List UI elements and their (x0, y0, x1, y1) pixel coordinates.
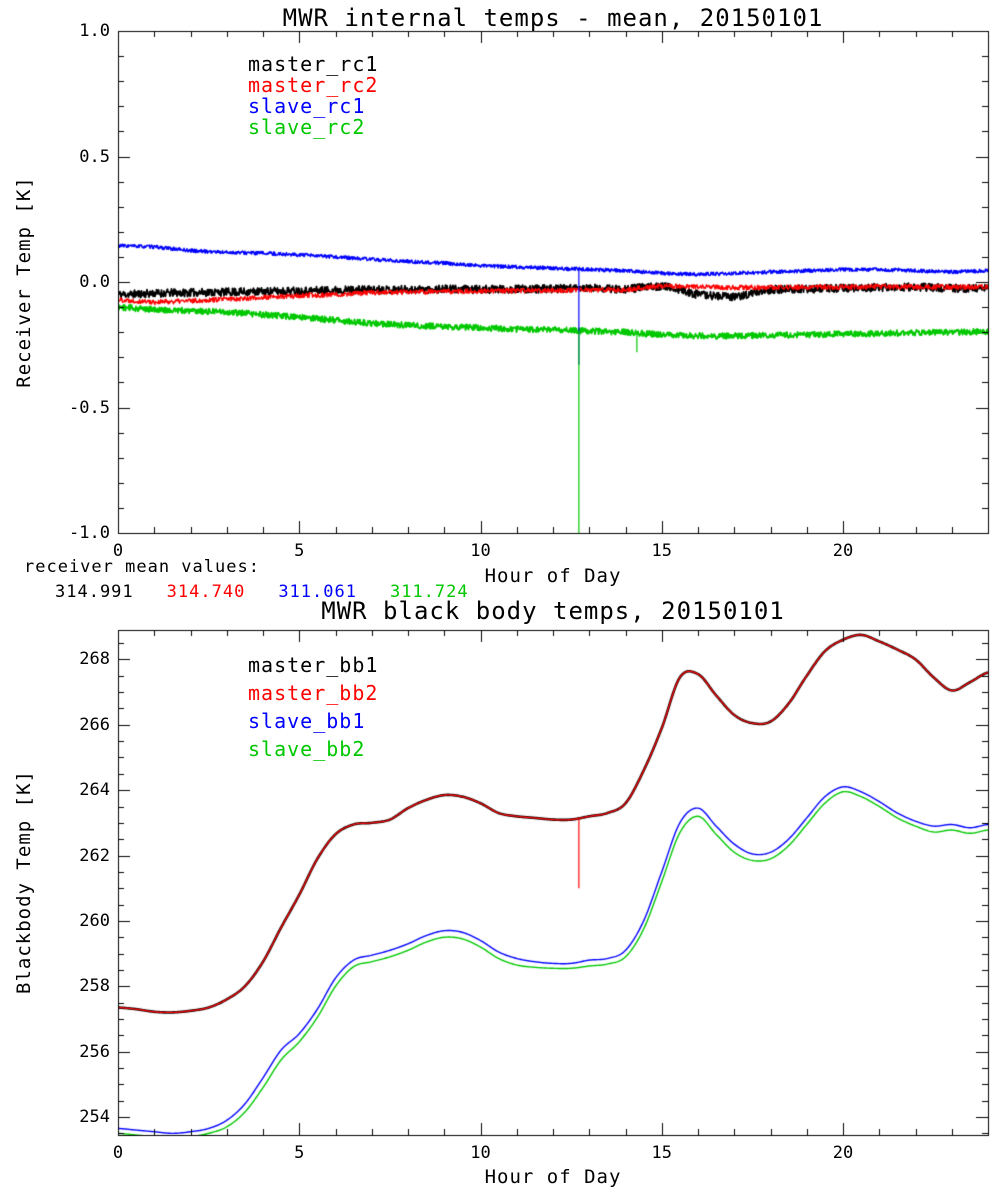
top-chart-title: MWR internal temps - mean, 20150101 (282, 4, 824, 32)
x-tick-label: 15 (651, 1143, 672, 1163)
mean-value-master-rc2: 314.740 (166, 582, 246, 602)
x-tick-label: 20 (832, 541, 854, 561)
top-chart-legend: master_rc1 master_rc2 slave_rc1 slave_rc… (248, 54, 378, 138)
legend-item-master-bb2: master_bb2 (248, 681, 379, 705)
y-tick-label: 266 (79, 714, 110, 735)
top-chart-ylabel: Receiver Temp [K] (13, 176, 35, 388)
mean-value-master-rc1: 314.991 (55, 582, 134, 602)
x-tick-label: 5 (294, 541, 305, 561)
bottom-chart-title: MWR black body temps, 20150101 (321, 597, 785, 625)
x-tick-label: 10 (470, 1143, 491, 1163)
mean-value-slave-rc2: 311.724 (389, 582, 469, 602)
y-tick-label: 256 (79, 1041, 110, 1062)
x-tick-label: 20 (832, 1143, 854, 1163)
y-tick-label: 262 (79, 845, 110, 866)
top-chart-xlabel: Hour of Day (484, 565, 622, 587)
y-tick-label: 264 (79, 780, 110, 801)
legend-item-slave-rc2: slave_rc2 (248, 115, 366, 139)
x-tick-label: 15 (651, 541, 672, 561)
y-tick-label: 0.5 (79, 146, 110, 167)
receiver-mean-caption: receiver mean values: (24, 557, 260, 577)
y-tick-label: -0.5 (69, 397, 110, 418)
y-tick-label: 1.0 (79, 21, 110, 41)
bottom-chart-ylabel: Blackbody Temp [K] (13, 770, 35, 994)
x-tick-label: 0 (112, 1143, 124, 1163)
legend-item-master-rc2: master_rc2 (248, 73, 379, 97)
receiver-mean-values: 314.991 314.740 311.061 311.724 (55, 582, 469, 602)
legend-item-slave-bb2: slave_bb2 (248, 737, 366, 761)
legend-item-master-rc1: master_rc1 (248, 52, 379, 76)
legend-item-slave-rc1: slave_rc1 (248, 94, 366, 118)
bottom-chart-legend: master_bb1 master_bb2 slave_bb1 slave_bb… (248, 651, 378, 763)
y-tick-label: 0.0 (79, 272, 110, 292)
y-tick-label: 254 (79, 1107, 110, 1128)
x-tick-label: 0 (112, 541, 124, 561)
y-tick-label: 258 (79, 976, 110, 997)
x-tick-label: 5 (294, 1143, 305, 1163)
mean-value-slave-rc1: 311.061 (278, 582, 357, 602)
bottom-chart-xlabel: Hour of Day (484, 1166, 622, 1188)
legend-item-master-bb1: master_bb1 (248, 653, 379, 677)
y-tick-label: 268 (79, 649, 110, 670)
x-tick-label: 10 (470, 541, 491, 561)
y-tick-label: 260 (79, 910, 110, 931)
y-tick-label: -1.0 (69, 523, 110, 543)
legend-item-slave-bb1: slave_bb1 (248, 709, 366, 733)
